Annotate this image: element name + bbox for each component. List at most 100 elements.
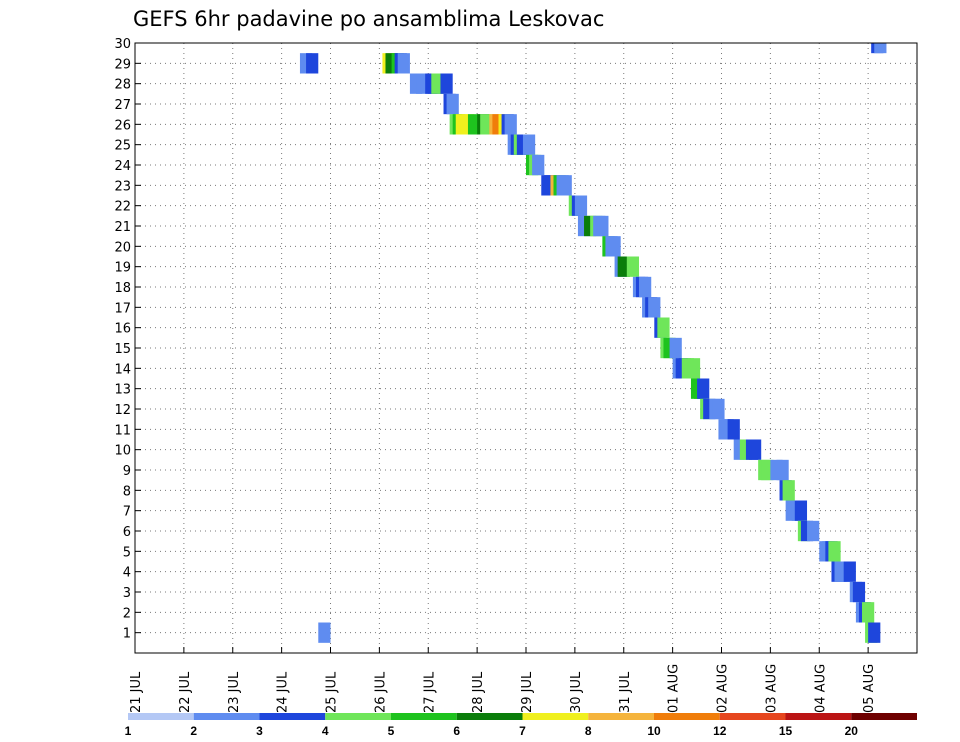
y-tick-label: 16 (114, 322, 131, 337)
y-tick-label: 18 (114, 281, 131, 296)
heatmap-cell (874, 43, 887, 54)
heatmap-cell (697, 378, 710, 399)
legend-label: 5 (388, 724, 395, 738)
heatmap-cell (669, 337, 682, 359)
y-tick-label: 1 (123, 627, 131, 642)
y-tick-label: 4 (123, 566, 131, 581)
x-tick-label: 05 AUG (862, 664, 877, 713)
heatmap-cell (440, 73, 453, 94)
y-tick-label: 25 (114, 139, 131, 154)
y-tick-label: 28 (114, 78, 131, 93)
y-tick-label: 14 (114, 362, 131, 377)
y-tick-label: 6 (123, 525, 131, 540)
legend-swatch (259, 713, 326, 720)
heatmap-cell (596, 215, 609, 237)
heatmap-cell (639, 276, 652, 298)
x-tick-label: 24 JUL (276, 671, 291, 713)
x-tick-label: 21 JUL (129, 671, 144, 713)
heatmap-cells (299, 43, 887, 643)
y-tick-label: 2 (123, 606, 131, 621)
y-tick-label: 30 (114, 37, 131, 52)
x-axis: 21 JUL 22 JUL 23 JUL 24 JUL 25 JUL 26 JUL 27 J… (129, 647, 877, 713)
heatmap-cell (648, 297, 661, 318)
y-tick-label: 7 (123, 505, 131, 520)
x-tick-label: 28 JUL (471, 671, 486, 713)
y-axis: 1234567891011121314151617181920212223242… (114, 37, 141, 642)
legend-swatch (456, 713, 523, 720)
heatmap-cell (559, 175, 572, 196)
y-tick-label: 13 (114, 383, 131, 398)
x-tick-label: 01 AUG (667, 664, 682, 713)
x-tick-label: 04 AUG (813, 664, 828, 713)
chart-title: GEFS 6hr padavine po ansamblima Leskovac (133, 7, 604, 31)
legend-swatch (588, 713, 654, 720)
y-tick-label: 9 (123, 464, 131, 479)
y-tick-label: 11 (114, 423, 131, 438)
legend-label: 4 (322, 724, 329, 738)
y-tick-label: 20 (114, 240, 131, 255)
legend-label: 20 (845, 724, 859, 738)
y-tick-label: 3 (123, 586, 131, 601)
legend-swatch (193, 713, 260, 720)
y-tick-label: 17 (114, 301, 131, 316)
heatmap-cell (626, 256, 640, 277)
legend-label: 10 (647, 724, 661, 738)
heatmap-cell (657, 317, 670, 338)
heatmap-cell (608, 236, 621, 257)
legend-swatch (719, 713, 786, 720)
heatmap-cell (712, 398, 725, 420)
y-tick-label: 27 (114, 98, 131, 113)
legend-label: 2 (190, 724, 197, 738)
heatmap-cell (807, 520, 820, 542)
x-tick-label: 23 JUL (227, 671, 242, 713)
y-tick-label: 23 (114, 179, 131, 194)
y-tick-label: 24 (114, 159, 131, 174)
y-tick-label: 29 (114, 57, 131, 72)
heatmap-cell (727, 419, 740, 440)
legend-swatch (325, 713, 391, 720)
x-tick-label: 26 JUL (373, 671, 388, 713)
x-tick-label: 31 JUL (618, 671, 633, 713)
legend: 1 2 3 4 5 6 7 8 10 12 15 20 (125, 713, 917, 738)
legend-label: 3 (256, 724, 263, 738)
heatmap-cell (852, 581, 866, 603)
heatmap-cell (532, 154, 545, 176)
legend-label: 6 (453, 724, 460, 738)
x-tick-label: 27 JUL (422, 671, 437, 713)
legend-swatch (522, 713, 589, 720)
legend-label: 8 (585, 724, 592, 738)
heatmap-cell (318, 622, 331, 643)
y-tick-label: 21 (114, 220, 131, 235)
x-tick-label: 22 JUL (178, 671, 193, 713)
y-tick-label: 10 (114, 444, 131, 459)
heatmap-cell (306, 53, 319, 74)
y-tick-label: 22 (114, 200, 131, 215)
legend-label: 12 (713, 724, 727, 738)
legend-swatch (851, 713, 917, 720)
y-tick-label: 19 (114, 261, 131, 276)
legend-swatch (785, 713, 852, 720)
legend-swatch (654, 713, 720, 720)
heatmap-cell (828, 541, 841, 562)
heatmap-cell (574, 195, 588, 216)
heatmap-cell (522, 134, 536, 155)
heatmap-cell (868, 622, 881, 643)
legend-swatch (128, 713, 194, 720)
x-tick-label: 25 JUL (325, 671, 340, 713)
x-tick-label: 30 JUL (569, 671, 584, 713)
heatmap-cell (776, 459, 789, 481)
legend-swatch (391, 713, 457, 720)
legend-label: 15 (779, 724, 793, 738)
heatmap-cell (687, 358, 701, 379)
heatmap-cell (862, 602, 875, 623)
x-tick-label: 29 JUL (520, 671, 535, 713)
y-tick-label: 5 (123, 545, 131, 560)
x-tick-label: 03 AUG (764, 664, 779, 713)
y-tick-label: 15 (114, 342, 131, 357)
heatmap-cell (397, 53, 410, 74)
heatmap-cell (504, 114, 517, 135)
heatmap-cell (446, 93, 459, 115)
x-tick-label: 02 AUG (716, 664, 731, 713)
legend-label: 7 (519, 724, 526, 738)
